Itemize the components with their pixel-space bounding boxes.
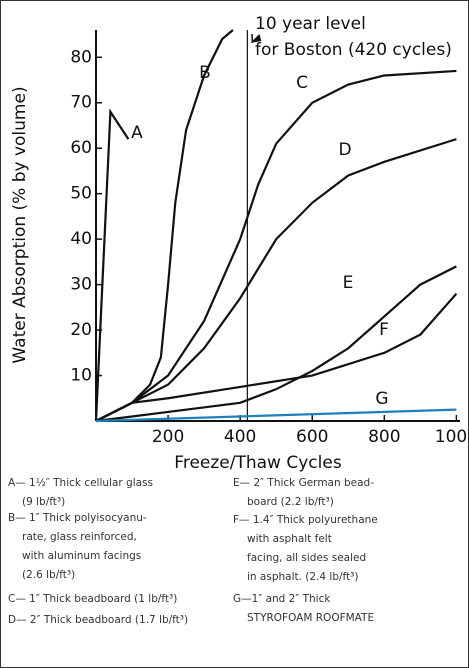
x-tick-label: 400 [224,427,256,447]
x-tick-label: 800 [368,427,400,447]
series-label: A [131,123,143,143]
y-tick-label: 10 [70,366,92,386]
legend-note: with asphalt felt [247,533,332,545]
y-tick-label: 60 [70,138,92,158]
series-line [95,69,457,422]
y-tick-label: 70 [70,93,92,113]
series-label: G [375,389,388,409]
legend-note: STYROFOAM ROOFMATE [247,612,374,624]
legend-note: F— 1.4″ Thick polyurethane [233,514,378,526]
y-axis-title: Water Absorption (% by volume) [10,86,30,363]
legend-note: (2.6 lb/ft³) [22,569,75,581]
legend-note: (9 lb/ft³) [22,496,65,508]
legend-note: with aluminum facings [22,550,141,562]
legend-note: board (2.2 lb/ft³) [247,496,334,508]
series-line [95,265,457,423]
y-tick-label: 50 [70,184,92,204]
legend-note: rate, glass reinforced, [22,531,137,543]
legend-note: E— 2″ Thick German bead- [233,477,374,489]
x-tick-label: 200 [152,427,184,447]
annotation-text: 10 year level [255,14,366,34]
series-label: E [343,273,354,293]
annotation-text: for Boston (420 cycles) [255,40,452,60]
y-tick-label: 20 [70,320,92,340]
y-tick-label: 80 [70,47,92,67]
y-tick-label: 40 [70,229,92,249]
x-tick-label: 600 [296,427,328,447]
series-label: D [338,140,351,160]
legend-note: C— 1″ Thick beadboard (1 lb/ft³) [8,593,177,605]
series-line [95,292,458,422]
arrow-head [250,34,262,43]
x-tick-label: 1000 [435,427,469,447]
legend-note: facing, all sides sealed [247,552,366,564]
legend-note: G—1″ and 2″ Thick [233,593,331,605]
y-tick-label: 30 [70,275,92,295]
series-line [95,408,457,423]
series-line [95,138,457,422]
series-label: C [296,73,308,93]
x-axis-title: Freeze/Thaw Cycles [174,453,342,473]
legend-note: D— 2″ Thick beadboard (1.7 lb/ft³) [8,614,188,626]
series-label: F [379,320,389,340]
series-label: B [199,63,211,83]
legend-note: in asphalt. (2.4 lb/ft³) [247,571,358,583]
series-line [94,108,130,422]
series-line [95,29,234,422]
legend-note: A— 1½″ Thick cellular glass [8,477,153,489]
legend-note: B— 1″ Thick polyisocyanu- [8,512,147,524]
